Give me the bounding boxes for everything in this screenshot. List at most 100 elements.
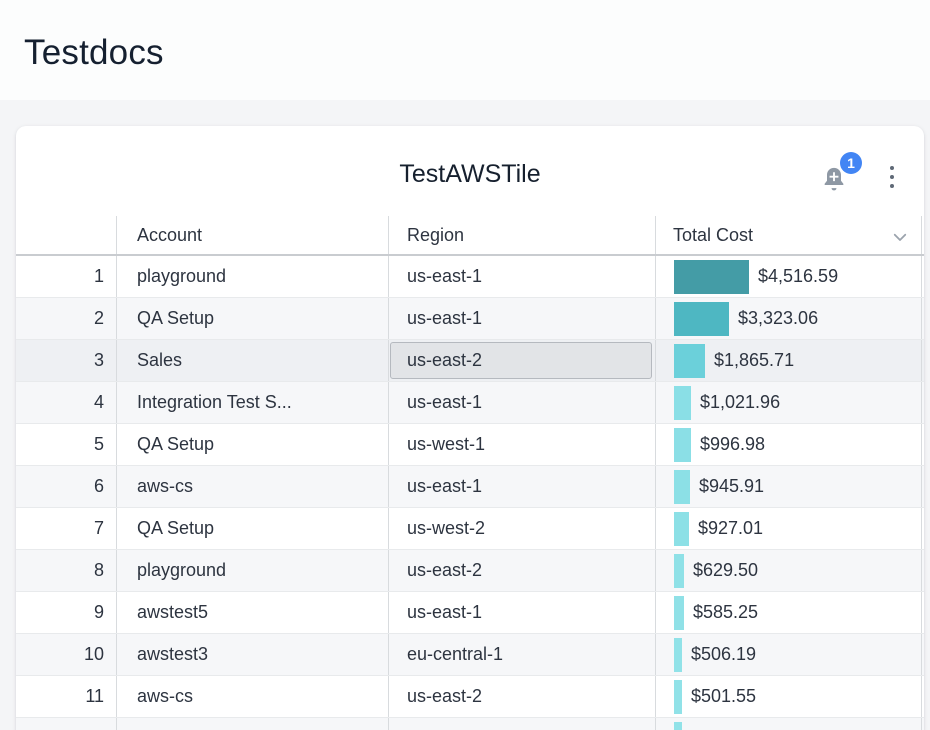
account-cell[interactable]: QA Setup — [116, 298, 388, 339]
table-row[interactable]: 6 aws-cs us-east-1 $945.91 — [16, 466, 924, 508]
table-row[interactable]: 10 awstest3 eu-central-1 $506.19 — [16, 634, 924, 676]
account-cell[interactable]: QA Setup — [116, 424, 388, 465]
table-body: 1 playground us-east-1 $4,516.59 2 QA Se… — [16, 256, 924, 730]
rank-cell: 6 — [93, 476, 104, 496]
account-cell[interactable]: playground — [116, 256, 388, 297]
total-cost-cell[interactable]: $506.19 — [655, 634, 922, 675]
total-cost-cell[interactable]: $1,021.96 — [655, 382, 922, 423]
region-cell[interactable]: us-east-1 — [388, 298, 655, 339]
table-row[interactable]: 1 playground us-east-1 $4,516.59 — [16, 256, 924, 298]
region-cell[interactable] — [388, 718, 655, 730]
region-cell-value — [389, 718, 655, 730]
region-cell[interactable]: us-east-1 — [388, 466, 655, 507]
table-row[interactable]: 11 aws-cs us-east-2 $501.55 — [16, 676, 924, 718]
region-cell[interactable]: us-east-1 — [388, 256, 655, 297]
total-cost-cell[interactable]: $3,323.06 — [655, 298, 922, 339]
cost-value: $506.19 — [691, 644, 757, 664]
rank-cell: 10 — [83, 644, 104, 664]
region-cell-value: us-west-1 — [407, 434, 486, 454]
region-cell-value: eu-central-1 — [407, 644, 504, 664]
account-cell[interactable]: Integration Test S... — [116, 382, 388, 423]
account-cell[interactable]: aws-cs — [116, 676, 388, 717]
cost-bar — [674, 595, 684, 630]
cost-bar — [674, 679, 682, 714]
total-cost-cell[interactable] — [655, 718, 922, 730]
table-row[interactable]: 4 Integration Test S... us-east-1 $1,021… — [16, 382, 924, 424]
cost-value: $4,516.59 — [758, 266, 839, 286]
notification-badge: 1 — [840, 152, 862, 174]
cost-bar — [674, 469, 690, 504]
cost-bar — [674, 637, 682, 672]
kebab-dot — [890, 166, 894, 170]
cost-bar — [674, 343, 705, 378]
kebab-menu-button[interactable] — [884, 162, 900, 192]
table-row[interactable]: 2 QA Setup us-east-1 $3,323.06 — [16, 298, 924, 340]
table-row[interactable]: 8 playground us-east-2 $629.50 — [16, 550, 924, 592]
rank-cell: 2 — [93, 308, 104, 328]
cost-value: $501.55 — [691, 686, 757, 706]
region-cell[interactable]: us-west-1 — [388, 424, 655, 465]
region-cell-value: us-east-1 — [407, 476, 483, 496]
region-cell[interactable]: us-east-2 — [388, 676, 655, 717]
region-cell-value: us-west-2 — [407, 518, 486, 538]
chevron-down-icon[interactable] — [891, 228, 909, 246]
cost-bar — [674, 721, 682, 730]
column-header-region[interactable]: Region — [388, 216, 655, 254]
region-cell[interactable]: eu-central-1 — [388, 634, 655, 675]
cost-value: $945.91 — [699, 476, 765, 496]
column-header-total-cost[interactable]: Total Cost — [655, 216, 922, 254]
region-cell-value: us-east-1 — [407, 266, 483, 286]
notifications-button[interactable]: 1 — [820, 152, 862, 193]
tile-card: TestAWSTile 1 Account Region Total Cost — [16, 126, 924, 730]
account-cell[interactable]: QA Setup — [116, 508, 388, 549]
total-cost-cell[interactable]: $629.50 — [655, 550, 922, 591]
page-header-band — [0, 0, 930, 100]
rank-cell: 3 — [93, 350, 104, 370]
region-cell-value: us-east-2 — [407, 686, 483, 706]
table-row[interactable]: 9 awstest5 us-east-1 $585.25 — [16, 592, 924, 634]
cost-value: $629.50 — [693, 560, 759, 580]
total-cost-cell[interactable]: $4,516.59 — [655, 256, 922, 297]
total-cost-cell[interactable]: $1,865.71 — [655, 340, 922, 381]
table-row[interactable]: 5 QA Setup us-west-1 $996.98 — [16, 424, 924, 466]
table-row[interactable]: 3 Sales us-east-2 $1,865.71 — [16, 340, 924, 382]
rank-cell: 9 — [93, 602, 104, 622]
region-cell-value: us-east-1 — [407, 308, 483, 328]
cost-bar — [674, 385, 691, 420]
cost-bar — [674, 427, 691, 462]
cost-value: $1,021.96 — [700, 392, 781, 412]
total-cost-cell[interactable]: $945.91 — [655, 466, 922, 507]
kebab-dot — [890, 175, 894, 179]
account-cell[interactable]: aws-cs — [116, 466, 388, 507]
region-cell-value: us-east-2 — [390, 342, 652, 379]
region-cell[interactable]: us-east-2 — [388, 550, 655, 591]
rank-cell: 8 — [93, 560, 104, 580]
cost-value: $927.01 — [698, 518, 764, 538]
total-cost-cell[interactable]: $501.55 — [655, 676, 922, 717]
rank-cell — [16, 718, 116, 730]
region-cell[interactable]: us-east-1 — [388, 592, 655, 633]
total-cost-cell[interactable]: $927.01 — [655, 508, 922, 549]
region-cell[interactable]: us-west-2 — [388, 508, 655, 549]
cost-value: $3,323.06 — [738, 308, 819, 328]
cost-value: $585.25 — [693, 602, 759, 622]
account-cell[interactable] — [116, 718, 388, 730]
account-cell[interactable]: playground — [116, 550, 388, 591]
region-cell-value: us-east-1 — [407, 602, 483, 622]
table-row-partial[interactable] — [16, 718, 924, 730]
column-header-account[interactable]: Account — [116, 216, 388, 254]
column-header-rank — [16, 216, 116, 254]
total-cost-cell[interactable]: $585.25 — [655, 592, 922, 633]
column-header-total-cost-label: Total Cost — [673, 224, 754, 245]
total-cost-cell[interactable]: $996.98 — [655, 424, 922, 465]
region-cell[interactable]: us-east-2 — [388, 340, 655, 381]
account-cell[interactable]: awstest5 — [116, 592, 388, 633]
tile-header: TestAWSTile 1 — [16, 126, 924, 216]
rank-cell: 1 — [93, 266, 104, 286]
table-row[interactable]: 7 QA Setup us-west-2 $927.01 — [16, 508, 924, 550]
cost-bar — [674, 301, 729, 336]
tile-title: TestAWSTile — [399, 160, 541, 188]
region-cell[interactable]: us-east-1 — [388, 382, 655, 423]
account-cell[interactable]: awstest3 — [116, 634, 388, 675]
account-cell[interactable]: Sales — [116, 340, 388, 381]
